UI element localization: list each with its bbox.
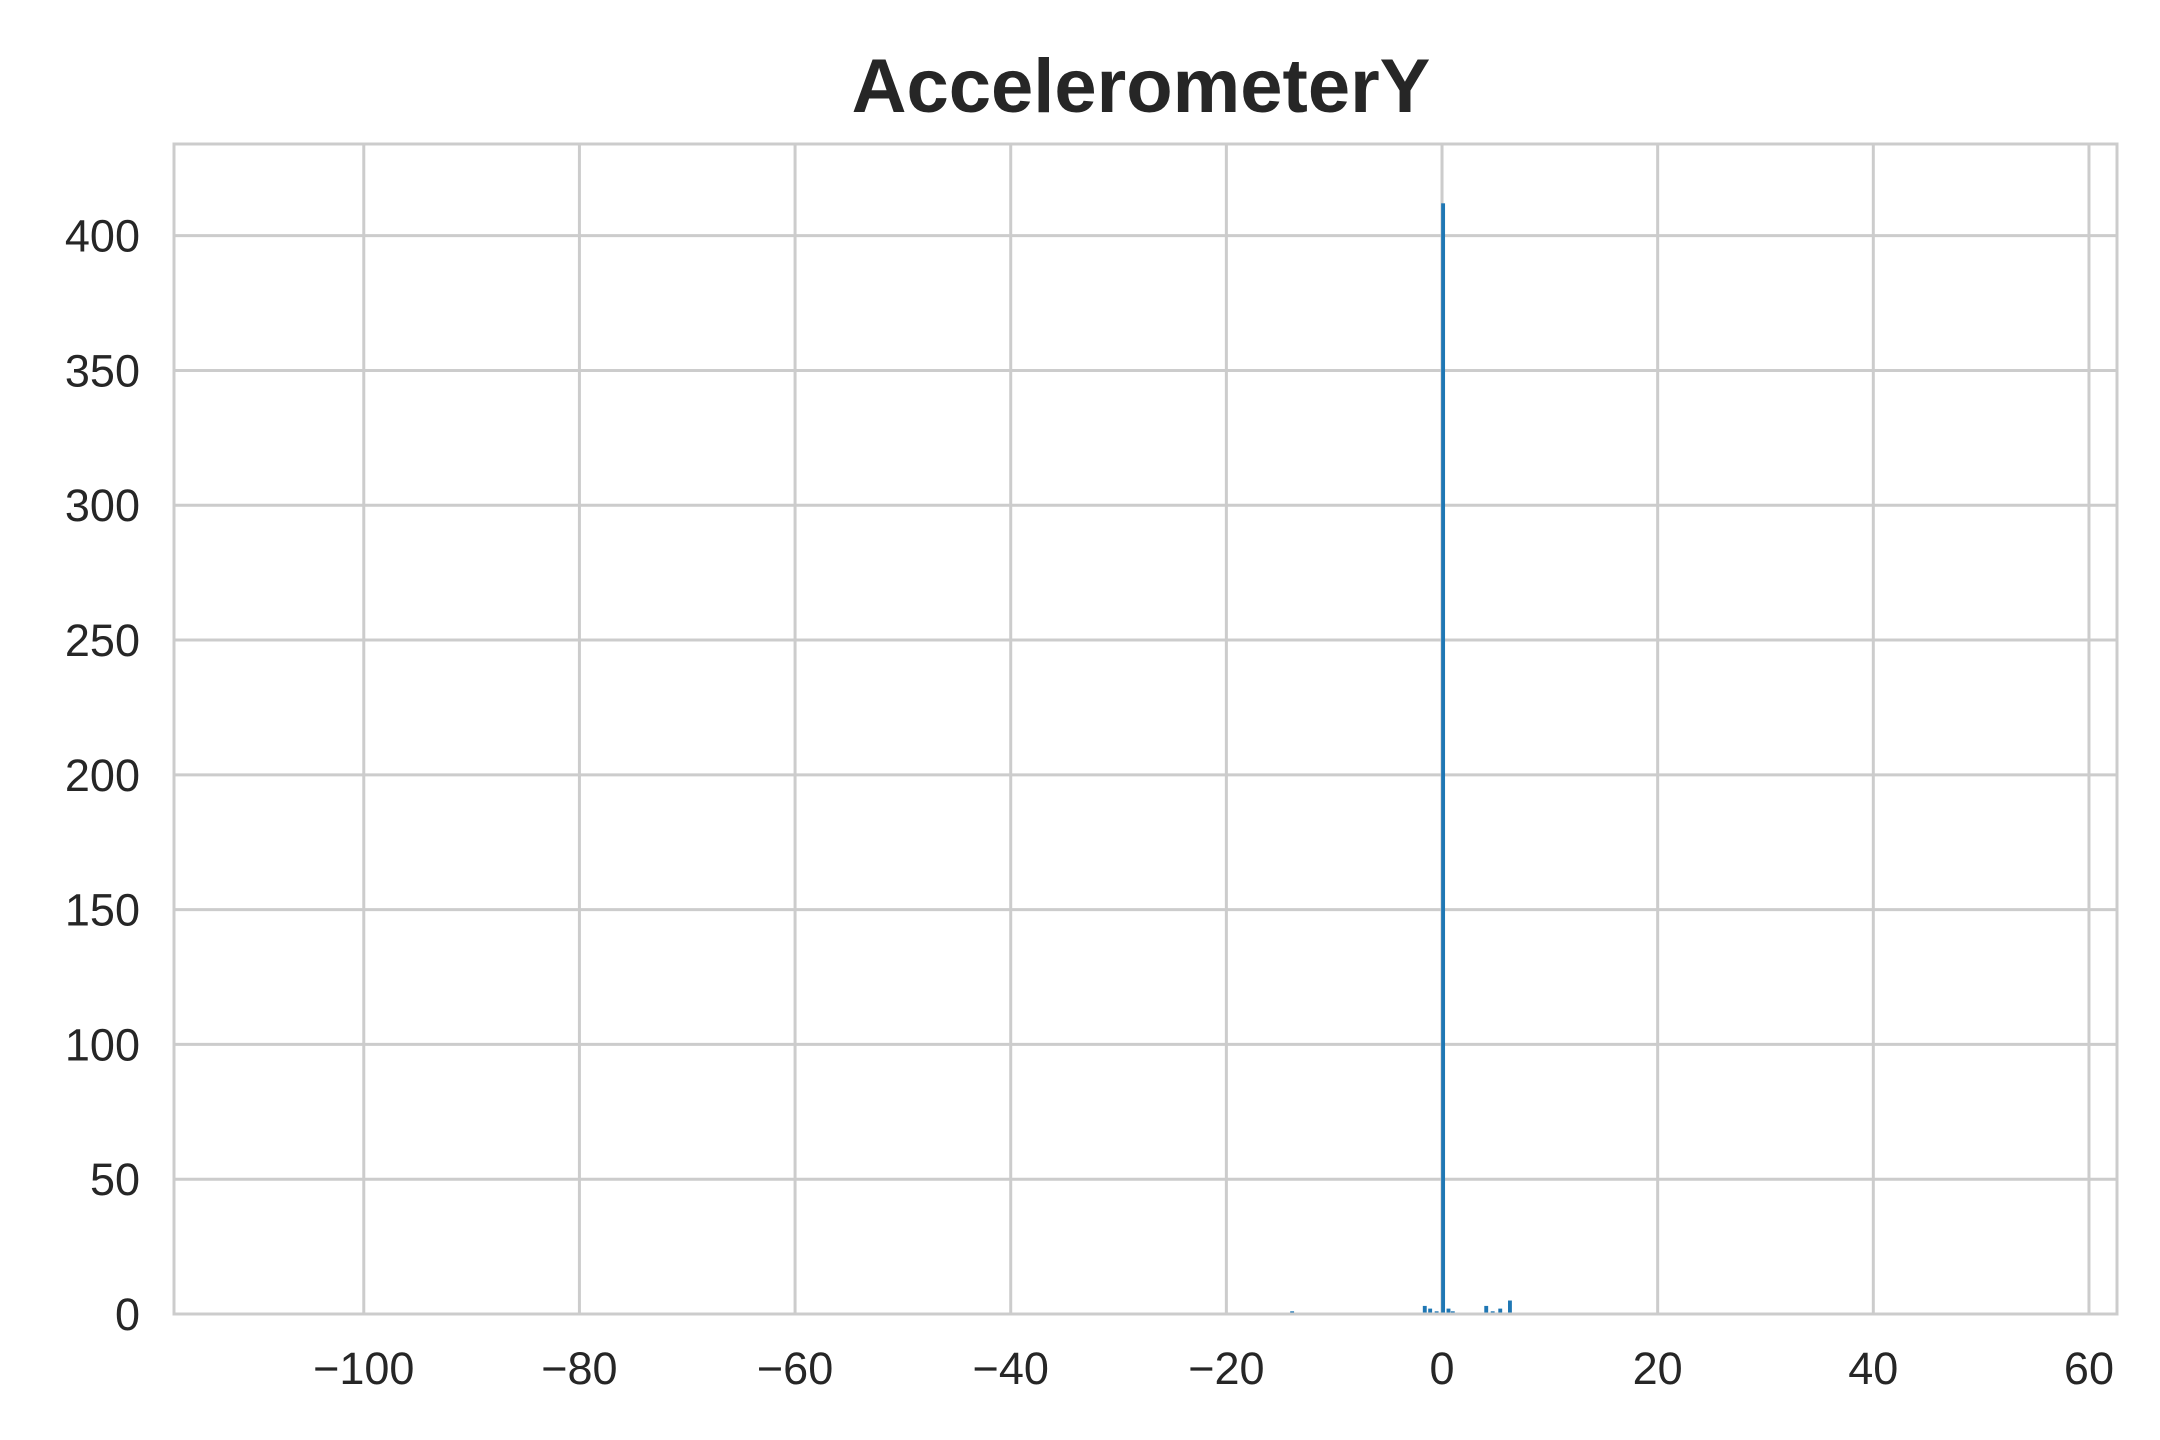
y-tick-label: 0	[115, 1289, 140, 1340]
y-tick-label: 100	[65, 1019, 140, 1070]
histogram-bar	[1498, 1308, 1503, 1314]
x-tick-label: −40	[973, 1343, 1049, 1394]
y-tick-label: 50	[90, 1154, 140, 1205]
y-tick-label: 350	[65, 345, 140, 396]
x-tick-label: 40	[1848, 1343, 1898, 1394]
y-tick-label: 150	[65, 885, 140, 936]
chart-title: AccelerometerY	[852, 44, 1431, 129]
x-tick-label: 60	[2064, 1343, 2114, 1394]
x-tick-label: −20	[1188, 1343, 1264, 1394]
y-tick-label: 300	[65, 480, 140, 531]
y-tick-label: 400	[65, 211, 140, 262]
histogram-bar	[1484, 1305, 1489, 1314]
plot-frame	[172, 142, 2119, 1316]
histogram-bar	[1441, 203, 1446, 1315]
histogram-bar	[1446, 1308, 1451, 1314]
x-tick-label: −60	[757, 1343, 833, 1394]
y-tick-label: 250	[65, 615, 140, 666]
histogram-bar	[1428, 1308, 1433, 1314]
x-tick-label: 0	[1430, 1343, 1455, 1394]
histogram-bar	[1422, 1305, 1427, 1314]
grid-lines	[174, 144, 2117, 1316]
y-tick-label: 200	[65, 750, 140, 801]
x-tick-label: −80	[541, 1343, 617, 1394]
x-tick-label: −100	[313, 1343, 414, 1394]
y-axis-ticks: 0 50 100 150 200 250 300 350 400	[65, 211, 140, 1340]
x-tick-label: 20	[1633, 1343, 1683, 1394]
x-axis-ticks: −100 −80 −60 −40 −20 0 20 40 60	[313, 1343, 2114, 1394]
histogram-bar	[1508, 1300, 1512, 1314]
